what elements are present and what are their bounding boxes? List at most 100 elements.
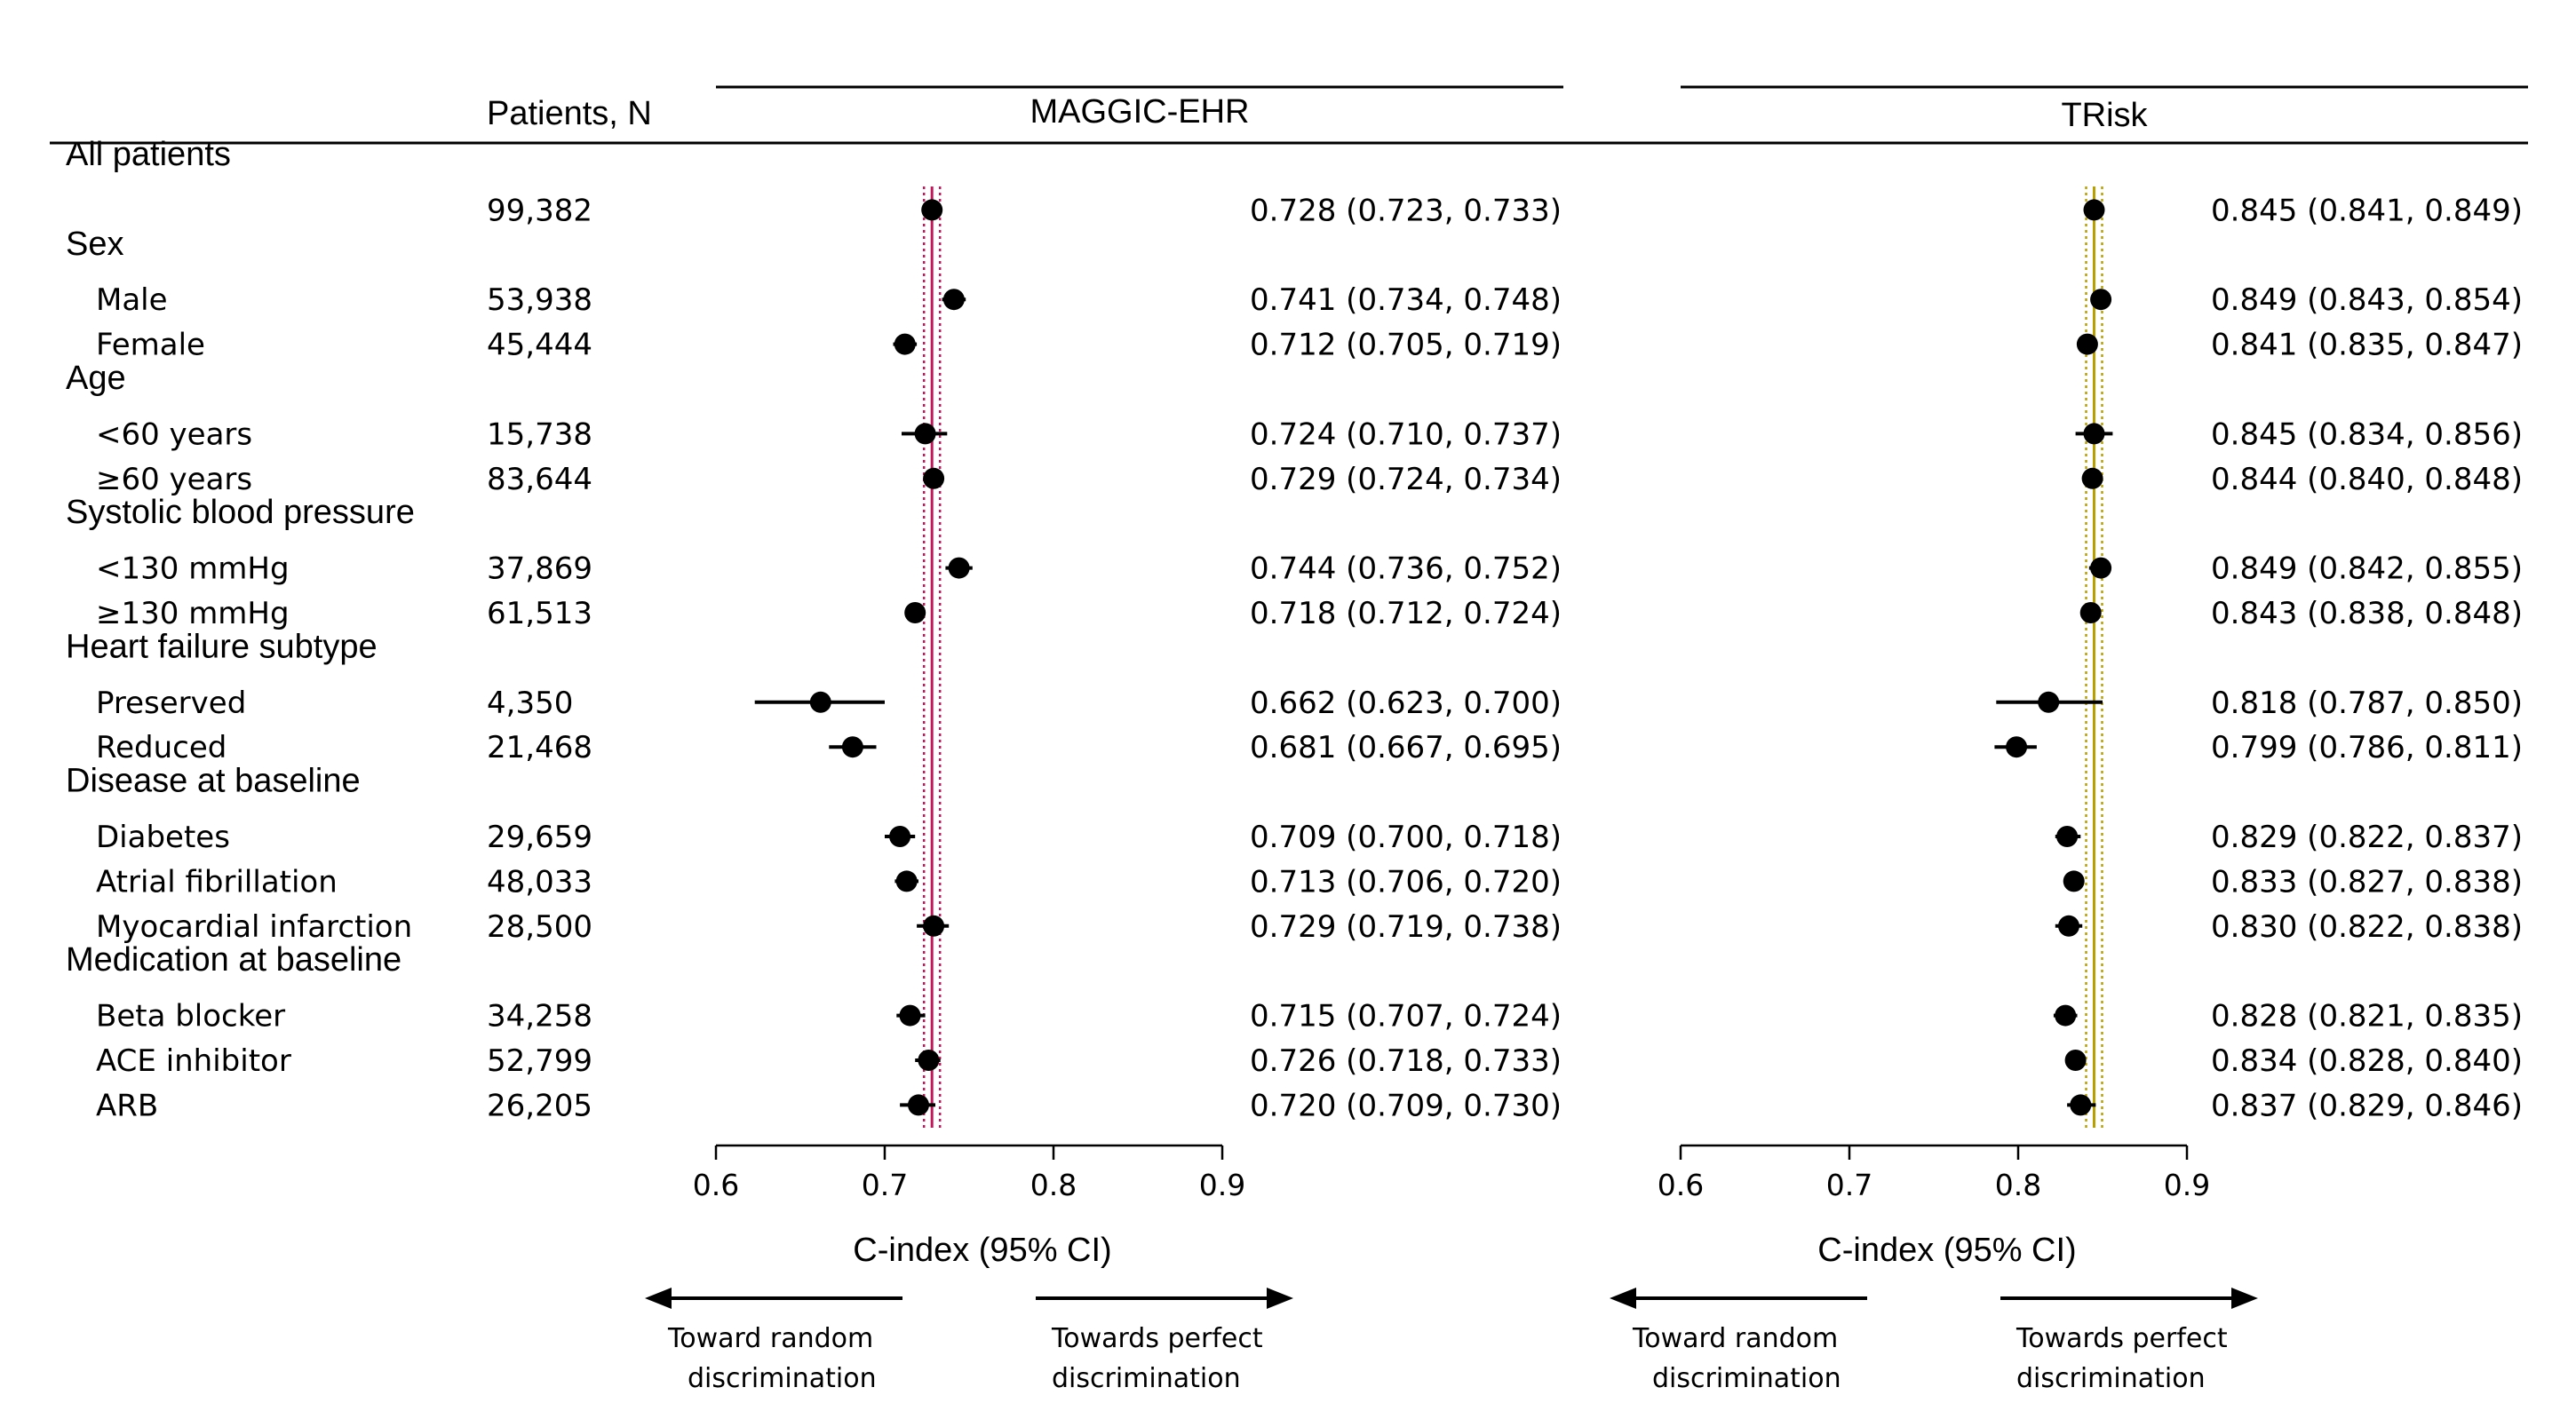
subgroup-label: Diabetes (96, 820, 230, 855)
point-estimate (2056, 826, 2079, 847)
ci-label: 0.726 (0.718, 0.733) (1250, 1043, 1562, 1079)
point-estimate (2006, 736, 2028, 758)
point-estimate (2055, 1004, 2077, 1027)
point-estimate (2083, 423, 2105, 445)
patient-count: 21,468 (487, 730, 592, 765)
patient-count: 99,382 (487, 193, 592, 228)
patient-count: 48,033 (487, 864, 592, 900)
subgroup-label: Atrial fibrillation (96, 864, 338, 900)
patient-count: 28,500 (487, 909, 592, 945)
point-estimate (895, 870, 918, 892)
point-estimate (2058, 915, 2079, 937)
x-tick-label: 0.8 (1030, 1168, 1077, 1202)
note-toward-random: Toward random (667, 1323, 873, 1354)
subgroup-label: ≥60 years (96, 462, 252, 497)
subgroup-label: Myocardial infarction (96, 909, 412, 945)
x-tick-label: 0.8 (1995, 1168, 2041, 1202)
ci-label: 0.833 (0.827, 0.838) (2211, 864, 2523, 900)
patient-count: 26,205 (487, 1088, 592, 1123)
ci-label: 0.741 (0.734, 0.748) (1250, 282, 1562, 318)
note-toward-perfect: Towards perfect (1051, 1323, 1263, 1354)
patient-count: 4,350 (487, 686, 573, 721)
ci-label: 0.729 (0.719, 0.738) (1250, 909, 1562, 945)
ci-label: 0.829 (0.822, 0.837) (2211, 820, 2523, 855)
patient-count: 34,258 (487, 999, 592, 1035)
ci-label: 0.713 (0.706, 0.720) (1250, 864, 1562, 900)
ci-label: 0.715 (0.707, 0.724) (1250, 999, 1562, 1035)
x-axis-title: C-index (95% CI) (1817, 1232, 2076, 1269)
point-estimate (894, 333, 916, 355)
x-tick-label: 0.7 (862, 1168, 908, 1202)
x-tick-label: 0.6 (693, 1168, 739, 1202)
panel-maggic-ehr: 0.728 (0.723, 0.733) 0.741 (0.734, 0.748)… (645, 186, 1562, 1394)
patient-count: 53,938 (487, 282, 592, 318)
point-estimate (914, 423, 936, 445)
group-label: Systolic blood pressure (66, 494, 415, 531)
ci-label: 0.830 (0.822, 0.838) (2211, 909, 2523, 945)
ci-label: 0.845 (0.834, 0.856) (2211, 416, 2523, 452)
note-toward-random-2: discrimination (688, 1363, 877, 1394)
ci-label: 0.845 (0.841, 0.849) (2211, 193, 2523, 228)
point-estimate (2090, 289, 2112, 311)
x-tick-label: 0.6 (1658, 1168, 1704, 1202)
ci-label: 0.662 (0.623, 0.700) (1250, 686, 1562, 721)
ci-label: 0.843 (0.838, 0.848) (2211, 596, 2523, 631)
patient-count: 37,869 (487, 551, 592, 587)
point-estimate (908, 1094, 929, 1116)
arrow-left-icon (1610, 1288, 1636, 1309)
ci-label: 0.720 (0.709, 0.730) (1250, 1088, 1562, 1123)
ci-label: 0.681 (0.667, 0.695) (1250, 730, 1562, 765)
x-axis-title: C-index (95% CI) (853, 1232, 1111, 1269)
patients-column-header: Patients, N (487, 95, 652, 132)
patient-count: 29,659 (487, 820, 592, 855)
point-estimate (889, 826, 911, 847)
ci-label: 0.849 (0.842, 0.855) (2211, 551, 2523, 587)
point-estimate (904, 602, 926, 623)
subgroup-label: Preserved (96, 686, 246, 721)
point-estimate (923, 467, 945, 489)
ci-label: 0.718 (0.712, 0.724) (1250, 596, 1562, 631)
ci-label: 0.834 (0.828, 0.840) (2211, 1043, 2523, 1079)
x-tick-label: 0.7 (1826, 1168, 1872, 1202)
note-toward-perfect-2: discrimination (2016, 1363, 2206, 1394)
subgroup-label: Male (96, 282, 168, 318)
patient-count: 83,644 (487, 462, 592, 497)
ci-label: 0.844 (0.840, 0.848) (2211, 462, 2523, 497)
x-tick-label: 0.9 (2164, 1168, 2210, 1202)
point-estimate (2079, 602, 2102, 623)
subgroup-label: ACE inhibitor (96, 1043, 291, 1079)
arrow-right-icon (1267, 1288, 1293, 1309)
ci-label: 0.799 (0.786, 0.811) (2211, 730, 2523, 765)
group-label: All patients (66, 136, 231, 173)
subgroup-label: ARB (96, 1088, 158, 1123)
ci-label: 0.712 (0.705, 0.719) (1250, 328, 1562, 363)
x-tick-label: 0.9 (1199, 1168, 1245, 1202)
ci-label: 0.709 (0.700, 0.718) (1250, 820, 1562, 855)
point-estimate (948, 557, 970, 579)
point-estimate (921, 199, 943, 221)
panel-trisk: 0.845 (0.841, 0.849) 0.849 (0.843, 0.854)… (1610, 186, 2523, 1394)
patient-count: 52,799 (487, 1043, 592, 1079)
ci-label: 0.841 (0.835, 0.847) (2211, 328, 2523, 363)
point-estimate (923, 915, 945, 937)
point-estimate (942, 289, 965, 311)
point-estimate (2064, 1050, 2087, 1071)
arrow-left-icon (645, 1288, 672, 1309)
ci-label: 0.729 (0.724, 0.734) (1250, 462, 1562, 497)
ci-label: 0.744 (0.736, 0.752) (1250, 551, 1562, 587)
point-estimate (2083, 199, 2105, 221)
point-estimate (2070, 1094, 2092, 1116)
group-label: Age (66, 360, 126, 397)
point-estimate (2038, 691, 2060, 713)
patient-count: 45,444 (487, 328, 592, 363)
group-label: Sex (66, 226, 123, 263)
point-estimate (809, 691, 831, 713)
ci-label: 0.818 (0.787, 0.850) (2211, 686, 2523, 721)
point-estimate (2081, 467, 2103, 489)
panel-title-trisk: TRisk (2061, 97, 2148, 134)
point-estimate (899, 1004, 921, 1027)
table-rows: All patients 99,382 Sex Male 53,938 Female 45,… (66, 136, 592, 1123)
ci-label: 0.849 (0.843, 0.854) (2211, 282, 2523, 318)
group-label: Medication at baseline (66, 941, 402, 979)
